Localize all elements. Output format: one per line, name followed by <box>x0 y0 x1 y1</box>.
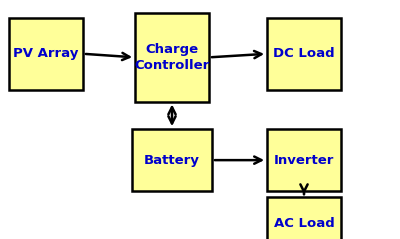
Text: Inverter: Inverter <box>274 154 334 167</box>
Text: PV Array: PV Array <box>13 47 79 60</box>
Text: AC Load: AC Load <box>274 217 334 230</box>
Bar <box>132 129 212 191</box>
Bar <box>135 13 209 102</box>
Bar <box>267 129 341 191</box>
Bar <box>267 197 341 239</box>
Text: DC Load: DC Load <box>273 47 335 60</box>
Text: Charge
Controller: Charge Controller <box>134 43 210 72</box>
Bar <box>9 18 83 90</box>
Bar <box>267 18 341 90</box>
Text: Battery: Battery <box>144 154 200 167</box>
